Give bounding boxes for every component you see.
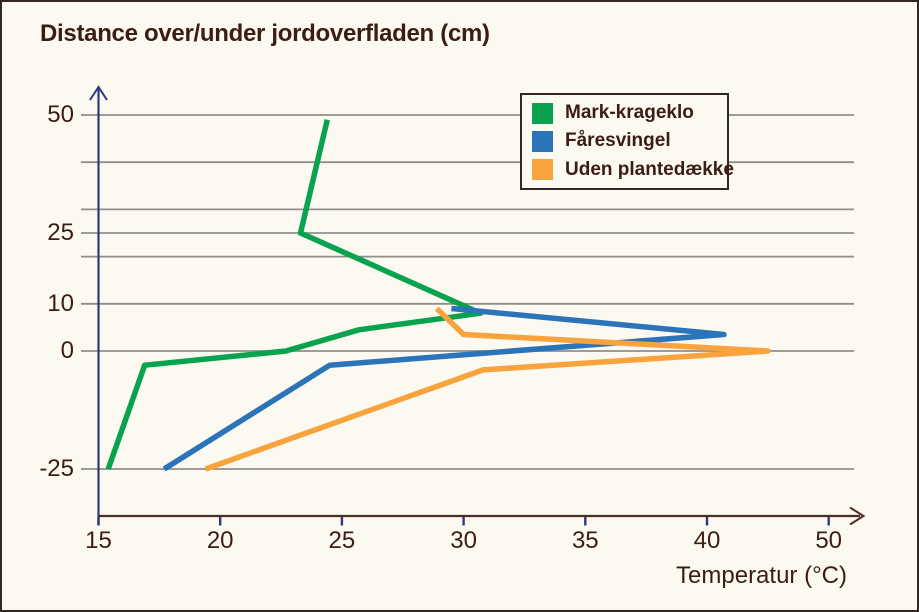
series-line-f-resvingel [162,305,727,472]
x-axis-arrow-icon [849,506,866,526]
legend-swatch-icon [532,130,553,152]
y-tick-label-10: 10 [47,289,74,317]
legend-swatch-icon [532,102,553,124]
legend-item: Fåresvingel [522,128,727,154]
series-line-uden-planted-kke [204,306,771,472]
y-tick-label--25: -25 [39,455,74,482]
legend: Mark-krageklo Fåresvingel Uden plantedække [520,93,734,190]
legend-item: Uden plantedække [522,157,734,183]
x-tick-label-25: 25 [328,527,356,554]
legend-label: Uden plantedække [565,158,734,180]
y-tick-label-0: 0 [60,337,74,364]
legend-label: Fåresvingel [565,130,671,152]
chart-title: Distance over/under jordoverfladen (cm) [40,20,490,47]
legend-item: Mark-krageklo [522,100,727,126]
y-tick-label-50: 50 [47,101,74,128]
y-axis-arrow-icon [89,85,108,101]
x-tick-label-15: 15 [85,527,112,554]
x-tick-label-35: 35 [571,527,599,554]
legend-swatch-icon [532,159,553,181]
x-tick-label-30: 30 [450,527,477,554]
x-axis-title: Temperatur (°C) [676,562,847,589]
legend-label: Mark-krageklo [565,102,694,124]
x-tick-label-50: 50 [815,527,843,554]
series-line-mark-krageklo [105,119,484,470]
x-tick-label-40: 40 [693,527,721,554]
y-tick-label-25: 25 [47,219,74,246]
x-tick-label-20: 20 [206,527,234,554]
